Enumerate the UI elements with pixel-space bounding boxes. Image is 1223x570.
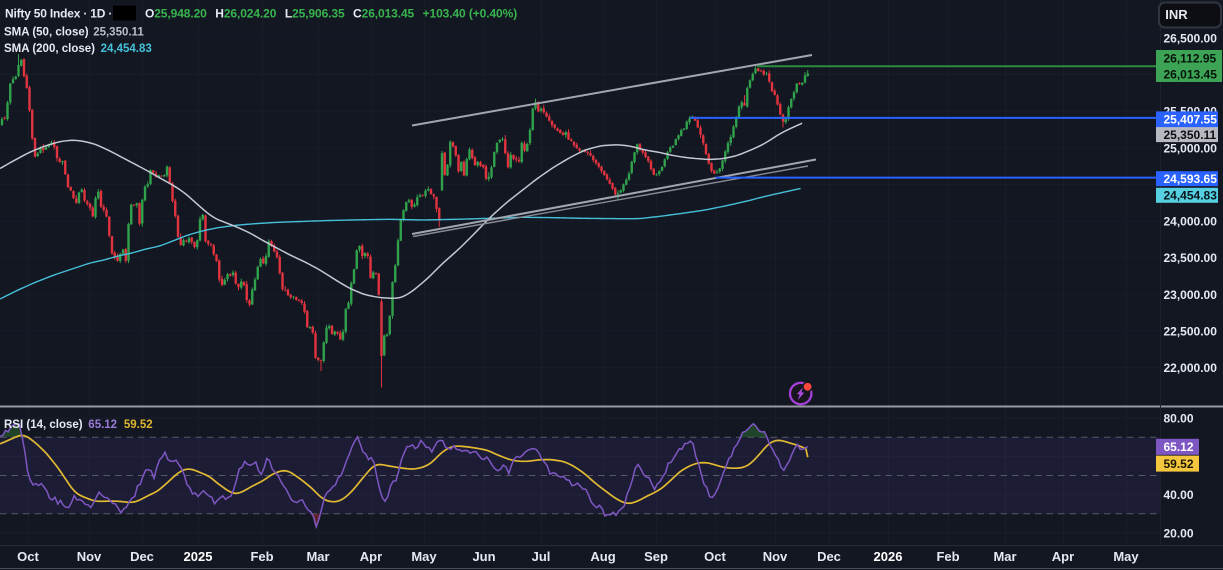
svg-text:Oct: Oct (17, 549, 39, 564)
svg-text:Apr: Apr (1052, 549, 1074, 564)
svg-text:May: May (1113, 549, 1139, 564)
svg-text:Dec: Dec (130, 549, 154, 564)
svg-text:59.52: 59.52 (124, 419, 153, 431)
svg-text:26,112.95: 26,112.95 (1164, 51, 1217, 65)
svg-text:Mar: Mar (306, 549, 329, 564)
svg-text:65.12: 65.12 (1164, 440, 1194, 454)
svg-text:Feb: Feb (936, 549, 959, 564)
svg-text:20.00: 20.00 (1164, 527, 1194, 541)
svg-text:80.00: 80.00 (1164, 412, 1194, 426)
svg-text:22,000.00: 22,000.00 (1164, 361, 1218, 375)
svg-text:SMA (200, close): SMA (200, close) (4, 43, 95, 55)
svg-text:Nov: Nov (77, 549, 102, 564)
svg-text:26,500.00: 26,500.00 (1164, 31, 1218, 45)
svg-text:65.12: 65.12 (88, 419, 117, 431)
svg-text:Nifty 50 Index · 1D ·: Nifty 50 Index · 1D · (5, 7, 112, 21)
svg-text:24,593.65: 24,593.65 (1164, 172, 1218, 186)
svg-text:2026: 2026 (874, 549, 903, 564)
svg-text:Nov: Nov (763, 549, 788, 564)
svg-text:Mar: Mar (993, 549, 1016, 564)
svg-text:24,454.83: 24,454.83 (101, 43, 152, 55)
svg-text:May: May (411, 549, 437, 564)
svg-text:24,454.83: 24,454.83 (1164, 189, 1218, 203)
svg-text:26,013.45: 26,013.45 (1164, 67, 1218, 81)
svg-text:Oct: Oct (704, 549, 726, 564)
svg-text:Feb: Feb (250, 549, 273, 564)
svg-text:25,350.11: 25,350.11 (1164, 128, 1217, 142)
svg-text:SMA (50, close): SMA (50, close) (4, 27, 89, 39)
svg-text:Apr: Apr (360, 549, 382, 564)
svg-text:40.00: 40.00 (1164, 488, 1194, 502)
svg-text:24,000.00: 24,000.00 (1164, 215, 1218, 229)
svg-text:25,407.55: 25,407.55 (1164, 113, 1218, 127)
svg-text:Sep: Sep (644, 549, 668, 564)
svg-text:59.52: 59.52 (1164, 457, 1194, 471)
svg-text:INR: INR (1165, 7, 1188, 22)
svg-text:25,350.11: 25,350.11 (93, 27, 144, 39)
svg-text:RSI (14, close): RSI (14, close) (4, 419, 83, 431)
svg-text:22,500.00: 22,500.00 (1164, 324, 1218, 338)
svg-text:Aug: Aug (590, 549, 615, 564)
svg-text:23,000.00: 23,000.00 (1164, 288, 1218, 302)
svg-text:2025: 2025 (184, 549, 213, 564)
svg-text:25,000.00: 25,000.00 (1164, 141, 1218, 155)
svg-text:Jun: Jun (472, 549, 495, 564)
svg-text:23,500.00: 23,500.00 (1164, 251, 1218, 265)
svg-text:Jul: Jul (532, 549, 551, 564)
svg-text:Dec: Dec (817, 549, 841, 564)
